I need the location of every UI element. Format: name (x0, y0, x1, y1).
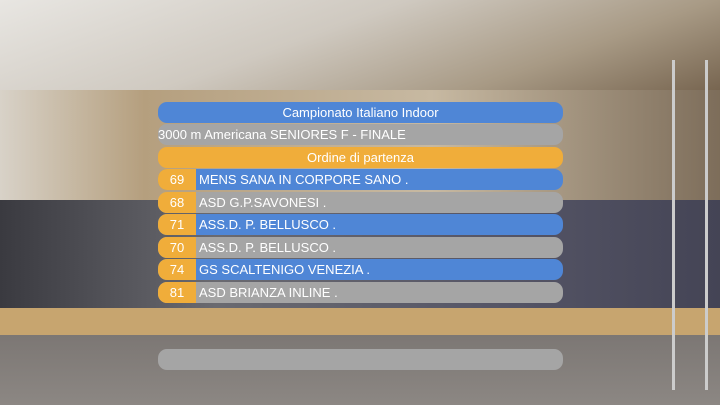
track-barrier (0, 308, 720, 340)
entry-row: 71 ASS.D. P. BELLUSCO . (158, 214, 563, 235)
entry-number: 74 (158, 259, 196, 280)
entry-row: 68 ASD G.P.SAVONESI . (158, 192, 563, 213)
entry-team: MENS SANA IN CORPORE SANO . (199, 172, 409, 187)
championship-title: Campionato Italiano Indoor (158, 102, 563, 123)
finish-truss (672, 60, 708, 390)
entry-team: GS SCALTENIGO VENEZIA . (199, 262, 370, 277)
entry-team: ASD G.P.SAVONESI . (199, 195, 327, 210)
entry-number: 68 (158, 192, 196, 213)
event-name: 3000 m Americana SENIORES F - FINALE (158, 124, 563, 145)
track-floor (0, 335, 720, 405)
entry-row: 69 MENS SANA IN CORPORE SANO . (158, 169, 563, 190)
section-header: Ordine di partenza (158, 147, 563, 168)
entry-row: 81 ASD BRIANZA INLINE . (158, 282, 563, 303)
entry-team: ASD BRIANZA INLINE . (199, 285, 338, 300)
entry-row: 74 GS SCALTENIGO VENEZIA . (158, 259, 563, 280)
entry-number: 71 (158, 214, 196, 235)
entry-team: ASS.D. P. BELLUSCO . (199, 240, 337, 255)
footer-bar (158, 349, 563, 370)
entry-team: ASS.D. P. BELLUSCO . (199, 217, 337, 232)
entry-row: 70 ASS.D. P. BELLUSCO . (158, 237, 563, 258)
entry-number: 81 (158, 282, 196, 303)
entry-number: 70 (158, 237, 196, 258)
entry-number: 69 (158, 169, 196, 190)
